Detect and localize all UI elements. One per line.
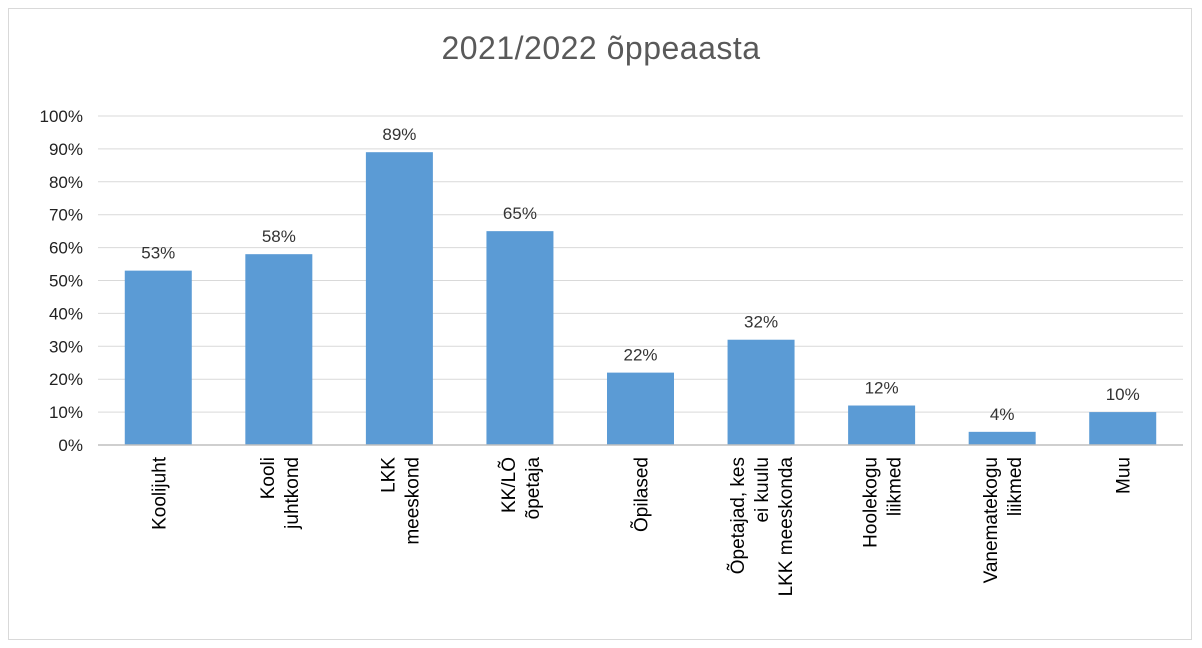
data-label: 10%	[1106, 385, 1140, 404]
y-tick-label: 100%	[40, 107, 83, 126]
category-label: LKK meeskonda	[776, 457, 797, 597]
data-label: 32%	[744, 313, 778, 332]
data-label: 58%	[262, 227, 296, 246]
category-label: juhtkond	[282, 457, 303, 530]
data-label: 22%	[623, 346, 657, 365]
category-label: Kooli	[258, 457, 279, 499]
category-label: liikmed	[885, 457, 906, 516]
category-label: Õpetajad, kes	[727, 457, 749, 574]
category-label: liikmed	[1005, 457, 1026, 516]
y-tick-label: 20%	[49, 370, 83, 389]
chart-frame	[8, 8, 1192, 640]
data-label: 65%	[503, 204, 537, 223]
bar	[245, 254, 313, 445]
category-label: Õpilased	[631, 457, 653, 532]
bar	[486, 231, 554, 445]
bar	[607, 372, 674, 445]
category-label: KK/LÕ	[498, 457, 520, 513]
bar	[365, 152, 433, 445]
y-tick-label: 80%	[49, 173, 83, 192]
y-tick-label: 50%	[49, 272, 83, 291]
category-label: Vanematekogu	[981, 457, 1002, 583]
category-label: Koolijuht	[149, 456, 170, 530]
y-tick-label: 70%	[49, 206, 83, 225]
y-tick-label: 90%	[49, 140, 83, 159]
y-tick-label: 40%	[49, 304, 83, 323]
category-label: Muu	[1114, 457, 1135, 494]
category-label: õpetaja	[523, 457, 544, 520]
data-label: 12%	[865, 379, 899, 398]
category-label: Hoolekogu	[861, 457, 882, 548]
chart-title: 2021/2022 õppeaasta	[441, 30, 761, 66]
category-label: ei kuulu	[752, 457, 773, 523]
bar	[727, 339, 795, 445]
bar	[848, 405, 916, 445]
bar	[968, 431, 1036, 445]
y-tick-label: 0%	[58, 436, 83, 455]
category-label: LKK	[378, 457, 399, 493]
data-label: 53%	[141, 244, 175, 263]
data-label: 4%	[990, 405, 1015, 424]
data-label: 89%	[382, 125, 416, 144]
y-tick-label: 30%	[49, 337, 83, 356]
category-label: meeskond	[402, 457, 423, 545]
bar	[1089, 412, 1157, 445]
bar	[124, 270, 192, 445]
y-tick-label: 10%	[49, 403, 83, 422]
y-tick-label: 60%	[49, 239, 83, 258]
